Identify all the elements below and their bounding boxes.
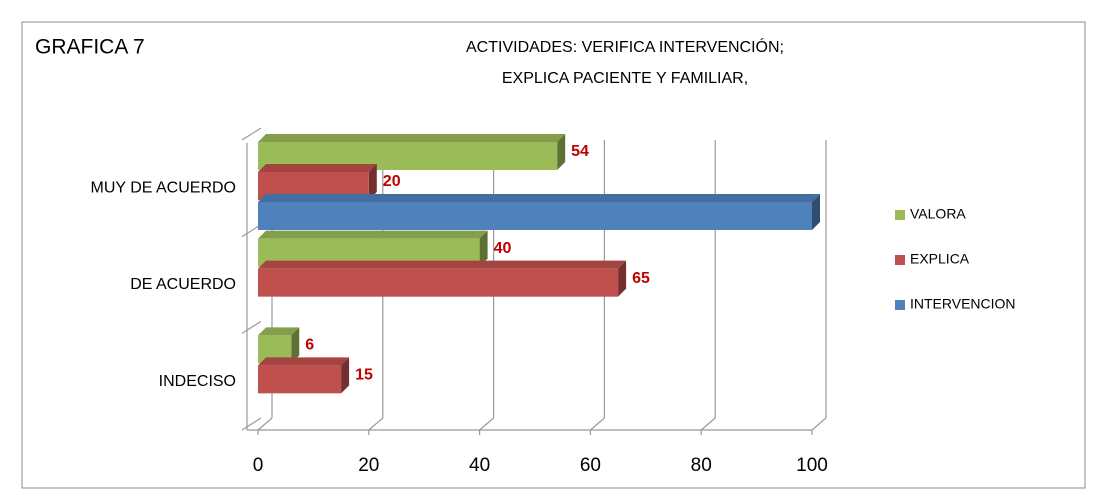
bar-top xyxy=(258,357,350,366)
grid-floor xyxy=(479,417,494,431)
y-axis-tick xyxy=(241,127,262,141)
legend-swatch xyxy=(895,255,905,265)
bar xyxy=(258,268,619,297)
chart-title: ACTIVIDADES: VERIFICA INTERVENCIÓN; xyxy=(466,37,784,56)
x-tick-label: 20 xyxy=(358,455,379,476)
x-tick-label: 0 xyxy=(253,455,264,476)
bar-top xyxy=(258,327,300,336)
bar-side xyxy=(291,327,300,364)
data-label: 40 xyxy=(494,240,512,257)
chart-subtitle: EXPLICA PACIENTE Y FAMILIAR, xyxy=(502,70,748,87)
data-label: 65 xyxy=(632,270,650,287)
grid-floor xyxy=(257,417,273,431)
legend-swatch xyxy=(895,210,905,220)
x-tick-label: 80 xyxy=(691,455,712,476)
y-tick-label: MUY DE ACUERDO xyxy=(90,180,236,197)
grid-floor xyxy=(811,417,827,431)
bar-top xyxy=(258,194,820,202)
x-tick-label: 60 xyxy=(580,455,601,476)
bar-side xyxy=(557,134,566,170)
legend-label: INTERVENCION xyxy=(910,296,1016,312)
bar-side xyxy=(618,260,627,297)
annotation: GRAFICA 7 xyxy=(35,36,145,59)
data-label: 20 xyxy=(383,173,401,190)
bar-side xyxy=(341,357,350,394)
chart-border xyxy=(21,21,1086,489)
y-tick-label: DE ACUERDO xyxy=(130,276,236,293)
bar xyxy=(258,202,812,230)
bar xyxy=(258,365,342,394)
bar-top xyxy=(258,230,488,239)
bar-top xyxy=(258,134,566,142)
bar-top xyxy=(258,164,377,172)
grid-floor xyxy=(700,417,716,431)
grid-floor xyxy=(368,417,384,431)
y-axis-tick xyxy=(241,224,262,238)
legend-label: VALORA xyxy=(910,206,966,222)
legend-label: EXPLICA xyxy=(910,251,970,267)
bar-side xyxy=(368,164,377,200)
y-tick-label: INDECISO xyxy=(159,373,236,390)
bar-side xyxy=(812,194,820,230)
y-axis-tick xyxy=(241,320,262,334)
x-tick-label: 100 xyxy=(796,455,828,476)
data-label: 54 xyxy=(571,143,589,160)
y-axis-tick xyxy=(241,417,262,431)
bar-top xyxy=(258,260,627,269)
data-label: 6 xyxy=(305,337,314,354)
bar-side xyxy=(479,230,488,267)
data-label: 15 xyxy=(355,367,373,384)
grid-floor xyxy=(590,417,605,431)
legend-swatch xyxy=(895,300,905,310)
x-tick-label: 40 xyxy=(469,455,490,476)
